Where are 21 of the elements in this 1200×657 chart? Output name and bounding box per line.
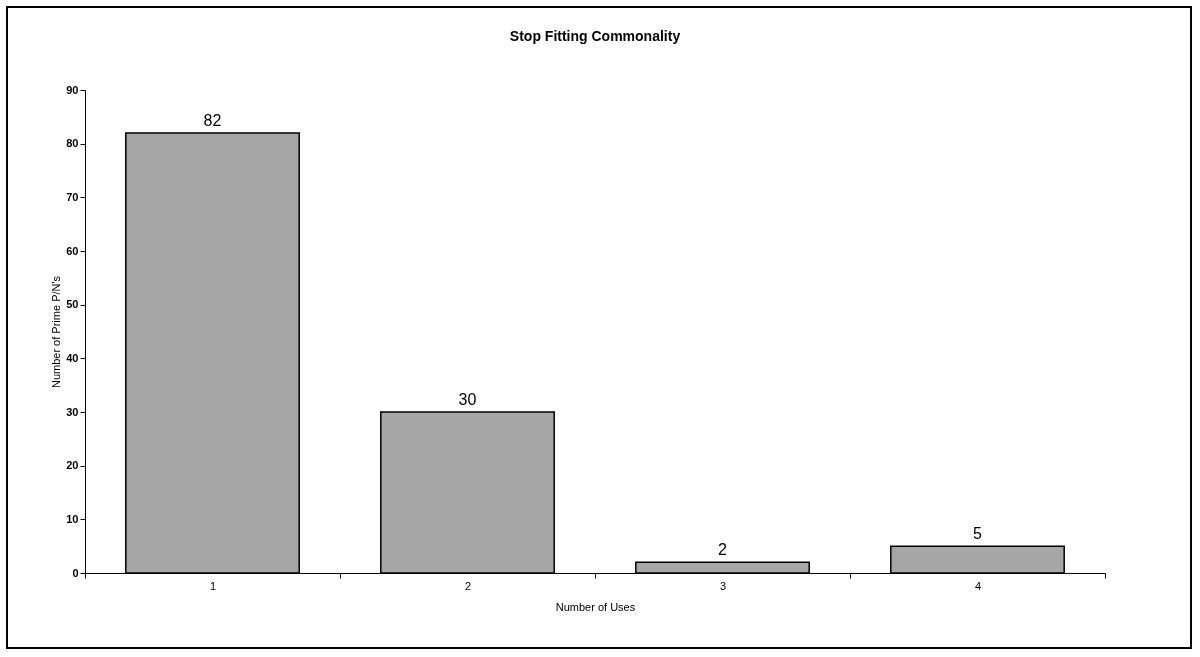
y-tick-label: 60 bbox=[66, 244, 79, 257]
y-tick-label: 30 bbox=[66, 405, 79, 418]
chart-title: Stop Fitting Commonality bbox=[509, 28, 681, 44]
y-tick-label: 80 bbox=[66, 137, 79, 150]
data-label: 2 bbox=[718, 541, 728, 559]
data-label: 82 bbox=[203, 111, 222, 129]
data-label: 5 bbox=[973, 525, 983, 543]
y-tick-label: 70 bbox=[66, 190, 79, 203]
x-tick-label: 3 bbox=[719, 579, 727, 592]
x-tick-label: 4 bbox=[974, 579, 982, 592]
y-tick-label: 0 bbox=[72, 566, 79, 579]
y-tick-label: 50 bbox=[66, 298, 79, 311]
y-axis-title: Number of Prime P/N's bbox=[50, 275, 63, 389]
x-axis-title: Number of Uses bbox=[555, 600, 636, 613]
x-tick-label: 2 bbox=[464, 579, 472, 592]
data-label: 30 bbox=[458, 391, 477, 408]
x-tick-label: 1 bbox=[209, 579, 217, 592]
y-tick-label: 40 bbox=[66, 351, 79, 364]
y-tick-label: 10 bbox=[66, 512, 79, 525]
y-tick-label: 90 bbox=[66, 83, 79, 96]
y-tick-label: 20 bbox=[66, 459, 79, 472]
